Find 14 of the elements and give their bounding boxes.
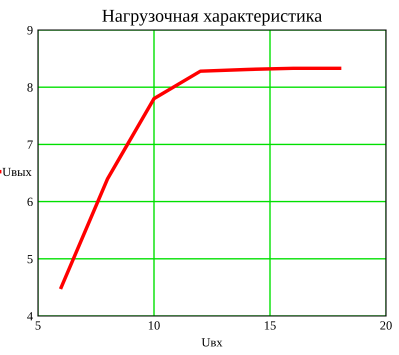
legend-label: Uвых — [2, 168, 32, 176]
y-tick-label: 6 — [27, 198, 33, 206]
chart-title: Нагрузочная характеристика — [102, 10, 322, 26]
y-tick-label: 8 — [27, 83, 33, 92]
x-tick-label: 10 — [148, 321, 160, 330]
x-axis-title: Uвх — [202, 338, 222, 347]
y-tick-label: 7 — [28, 140, 33, 149]
y-tick-label: 4 — [27, 312, 33, 320]
x-tick-label: 20 — [380, 321, 392, 330]
x-tick-label: 15 — [264, 321, 276, 330]
y-tick-label: 5 — [28, 254, 33, 264]
line-series — [59, 66, 342, 290]
x-tick-label: 5 — [36, 321, 41, 330]
y-tick-label: 9 — [27, 26, 33, 34]
